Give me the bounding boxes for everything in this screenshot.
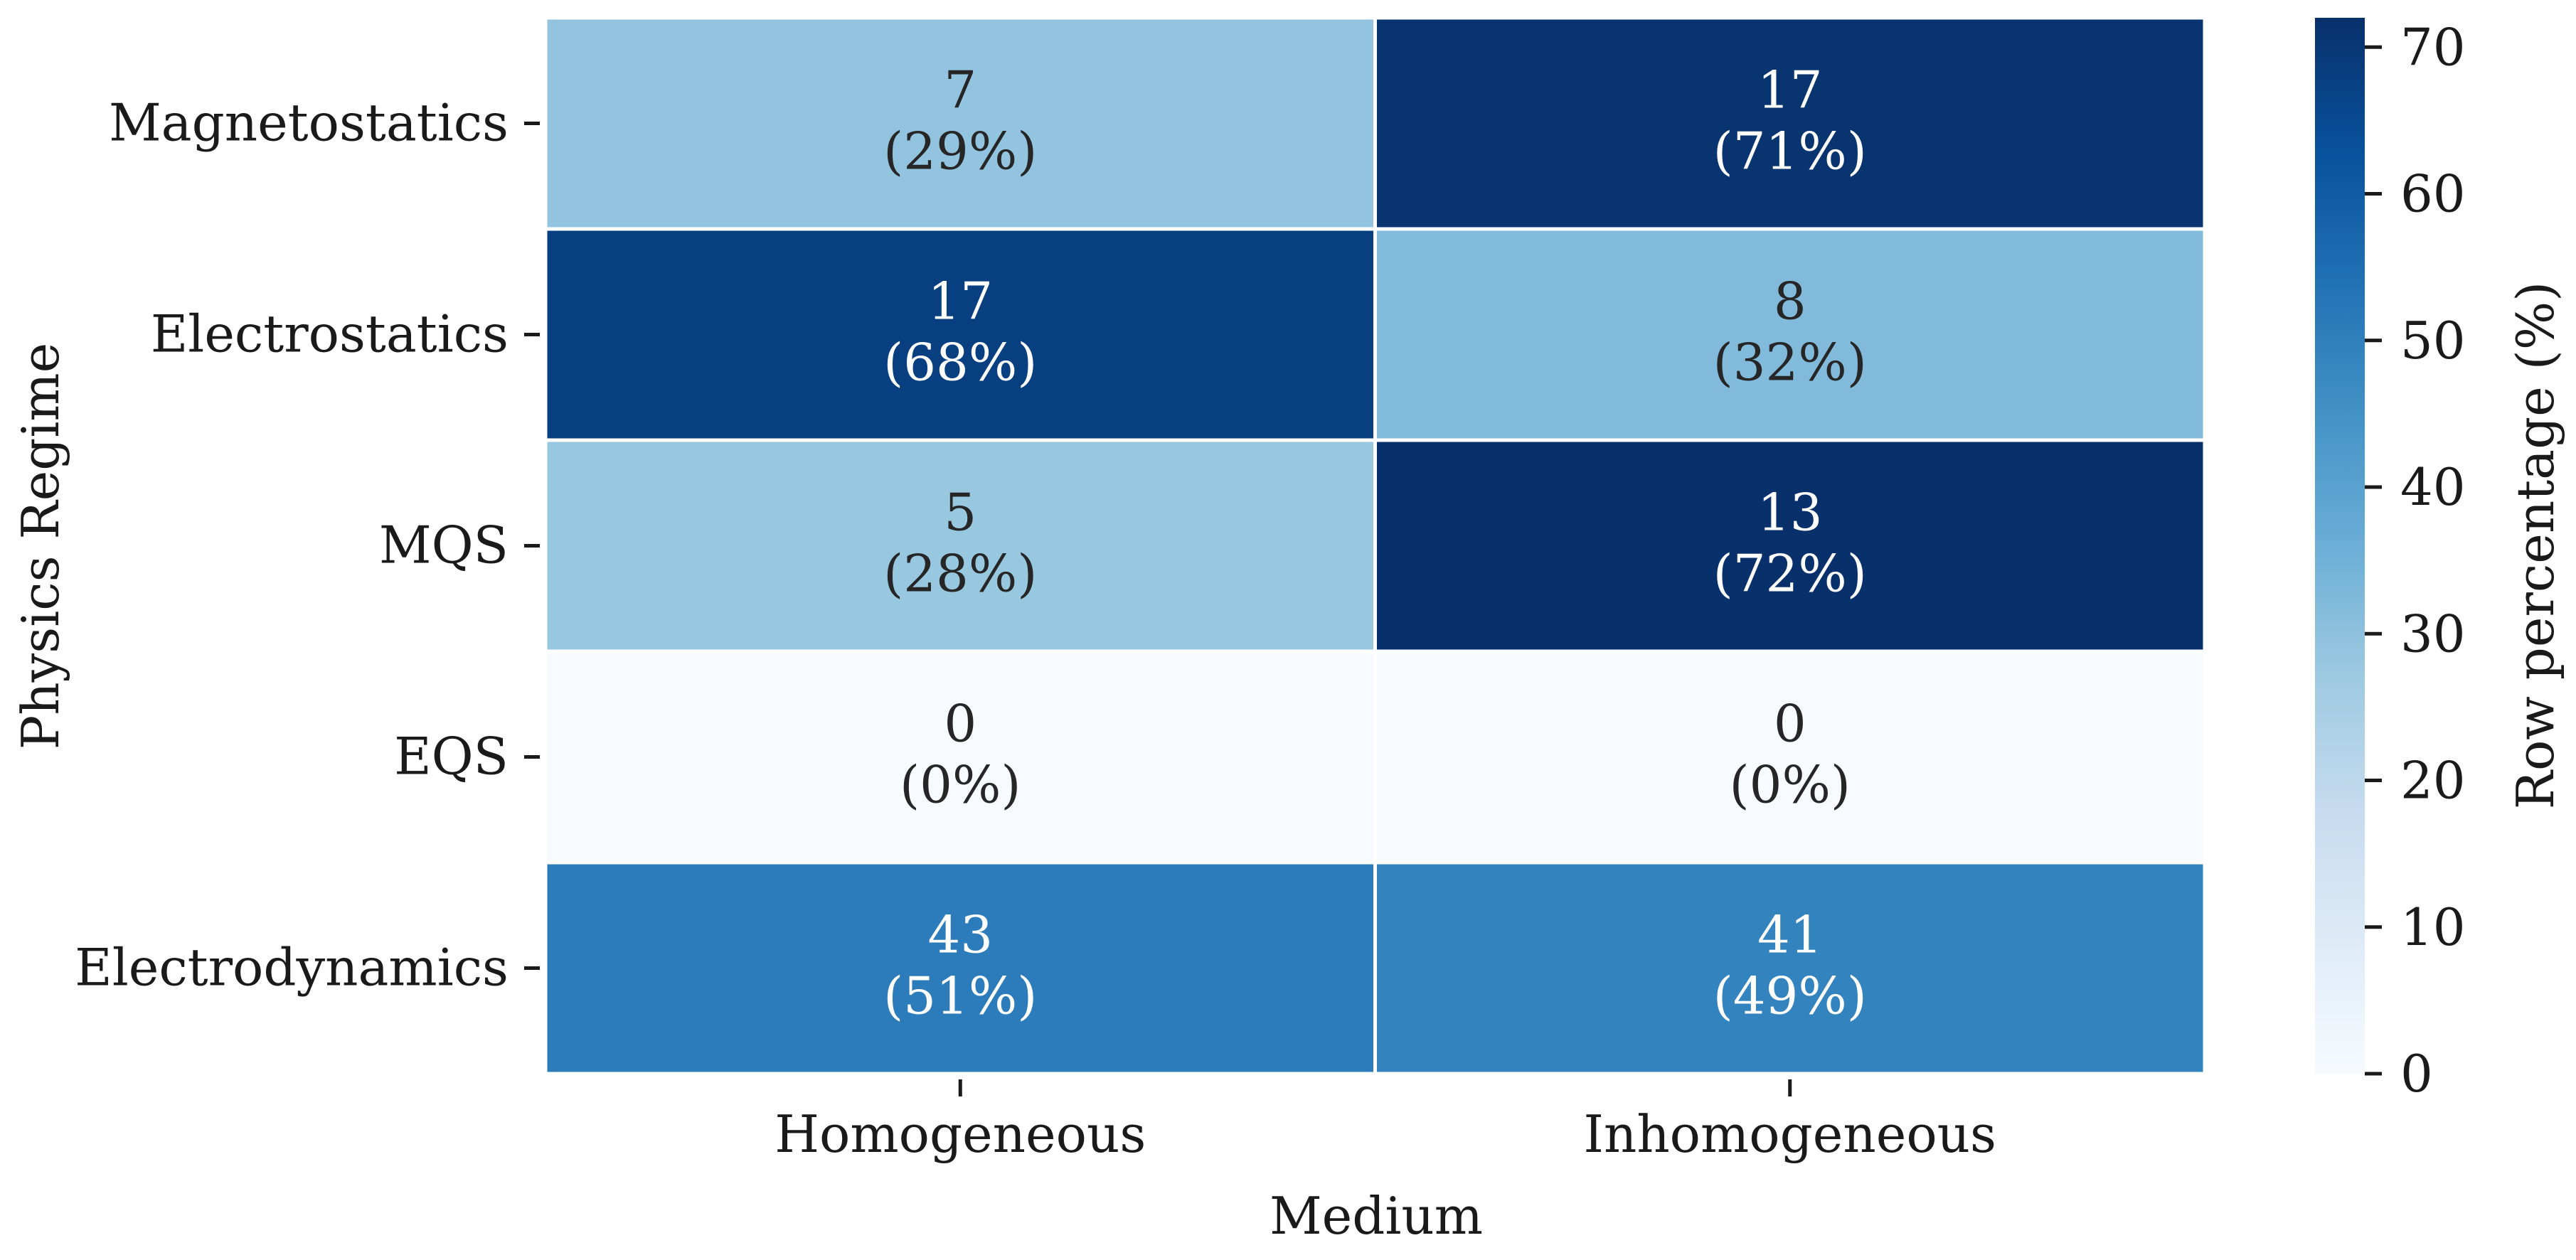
y-tick-label: Electrostatics (151, 304, 509, 364)
heatmap-cell-electrodynamics-homogeneous (543, 860, 1377, 1076)
cell-count-label: 17 (927, 272, 993, 331)
heatmap-cell-eqs-inhomogeneous (1373, 649, 2207, 865)
cell-percent-label: (68%) (883, 333, 1037, 393)
y-tick-label: MQS (379, 516, 509, 575)
y-tick-label: EQS (394, 727, 509, 786)
x-axis-label: Medium (1270, 1186, 1483, 1246)
heatmap-cell-electrostatics-homogeneous (543, 227, 1377, 442)
x-tick-label: Inhomogeneous (1584, 1104, 1997, 1164)
y-axis: Magnetostatics Electrostatics MQS EQS Electr… (75, 93, 540, 998)
colorbar-tick-label: 40 (2400, 457, 2466, 517)
colorbar-label: Row percentage (%) (2506, 282, 2565, 810)
y-axis-label: Physics Regime (11, 343, 70, 749)
y-tick-label: Electrodynamics (75, 938, 509, 998)
cell-percent-label: (49%) (1713, 966, 1867, 1026)
cell-count-label: 0 (1774, 694, 1806, 754)
colorbar-tick-label: 0 (2400, 1044, 2433, 1104)
cell-percent-label: (0%) (1730, 755, 1851, 815)
x-axis: Homogeneous Inhomogeneous (775, 1079, 1996, 1164)
cell-count-label: 41 (1757, 905, 1823, 965)
cell-count-label: 43 (927, 905, 993, 965)
colorbar-tick-label: 60 (2400, 164, 2466, 224)
cell-count-label: 17 (1757, 60, 1823, 120)
colorbar: 0 10 20 30 40 50 60 70 Row percentage (%) (2315, 17, 2565, 1104)
cell-percent-label: (71%) (1713, 122, 1867, 181)
colorbar-tick-label: 30 (2400, 604, 2466, 663)
cell-percent-label: (32%) (1713, 333, 1867, 393)
colorbar-tick-label: 70 (2400, 17, 2466, 77)
y-tick-label: Magnetostatics (109, 93, 509, 153)
heatmap-cell-labels: 7(29%)17(71%)17(68%)8(32%)5(28%)13(72%)0… (883, 60, 1867, 1026)
heatmap-cell-mqs-inhomogeneous (1373, 438, 2207, 653)
cell-count-label: 13 (1757, 483, 1823, 543)
cell-count-label: 0 (944, 694, 976, 754)
cell-count-label: 7 (944, 60, 976, 120)
heatmap-cells (543, 16, 2207, 1076)
cell-count-label: 5 (944, 483, 976, 543)
cell-count-label: 8 (1774, 272, 1806, 331)
x-tick-label: Homogeneous (775, 1104, 1146, 1164)
colorbar-tick-label: 50 (2400, 311, 2466, 370)
heatmap-cell-magnetostatics-inhomogeneous (1373, 16, 2207, 231)
colorbar-ticks: 0 10 20 30 40 50 60 70 (2365, 17, 2466, 1104)
cell-percent-label: (29%) (883, 122, 1037, 181)
cell-percent-label: (72%) (1713, 544, 1867, 604)
cell-percent-label: (0%) (900, 755, 1021, 815)
heatmap-cell-mqs-homogeneous (543, 438, 1377, 653)
heatmap-cell-electrodynamics-inhomogeneous (1373, 860, 2207, 1076)
colorbar-gradient (2315, 18, 2365, 1074)
heatmap-cell-magnetostatics-homogeneous (543, 16, 1377, 231)
cell-percent-label: (51%) (883, 966, 1037, 1026)
colorbar-tick-label: 20 (2400, 751, 2466, 811)
cell-percent-label: (28%) (883, 544, 1037, 604)
colorbar-tick-label: 10 (2400, 897, 2466, 957)
heatmap-cell-electrostatics-inhomogeneous (1373, 227, 2207, 442)
